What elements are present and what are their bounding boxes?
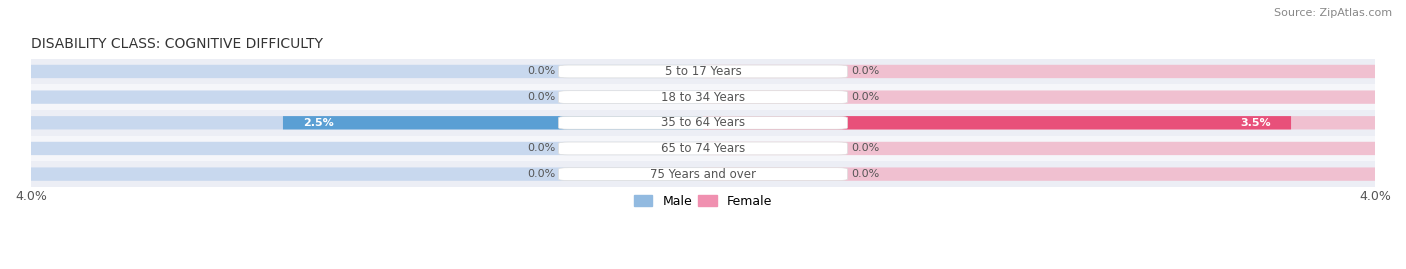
Text: 0.0%: 0.0% (851, 143, 879, 153)
Bar (31, 161, 1375, 187)
Text: 35 to 64 Years: 35 to 64 Years (661, 116, 745, 129)
FancyBboxPatch shape (31, 90, 703, 104)
FancyBboxPatch shape (558, 168, 848, 180)
Legend: Male, Female: Male, Female (628, 190, 778, 213)
Text: 3.5%: 3.5% (1240, 118, 1271, 128)
Text: 18 to 34 Years: 18 to 34 Years (661, 91, 745, 104)
FancyBboxPatch shape (283, 116, 703, 129)
Text: 0.0%: 0.0% (527, 169, 555, 179)
FancyBboxPatch shape (558, 91, 848, 104)
FancyBboxPatch shape (703, 142, 1375, 155)
FancyBboxPatch shape (558, 65, 848, 78)
Text: 0.0%: 0.0% (527, 92, 555, 102)
FancyBboxPatch shape (703, 116, 1291, 129)
Text: 2.5%: 2.5% (304, 118, 333, 128)
FancyBboxPatch shape (703, 167, 1375, 181)
Text: 0.0%: 0.0% (527, 66, 555, 76)
FancyBboxPatch shape (31, 167, 703, 181)
Text: 0.0%: 0.0% (851, 66, 879, 76)
Bar (31, 136, 1375, 161)
Text: 5 to 17 Years: 5 to 17 Years (665, 65, 741, 78)
Text: 0.0%: 0.0% (851, 169, 879, 179)
Text: 75 Years and over: 75 Years and over (650, 168, 756, 180)
Bar (31, 59, 1375, 84)
Text: 65 to 74 Years: 65 to 74 Years (661, 142, 745, 155)
FancyBboxPatch shape (558, 142, 848, 155)
Bar (31, 84, 1375, 110)
FancyBboxPatch shape (703, 65, 1375, 78)
Text: DISABILITY CLASS: COGNITIVE DIFFICULTY: DISABILITY CLASS: COGNITIVE DIFFICULTY (31, 37, 323, 51)
FancyBboxPatch shape (703, 116, 1375, 129)
Text: Source: ZipAtlas.com: Source: ZipAtlas.com (1274, 8, 1392, 18)
Text: 0.0%: 0.0% (851, 92, 879, 102)
Text: 0.0%: 0.0% (527, 143, 555, 153)
FancyBboxPatch shape (31, 65, 703, 78)
FancyBboxPatch shape (558, 116, 848, 129)
FancyBboxPatch shape (703, 90, 1375, 104)
Bar (31, 110, 1375, 136)
FancyBboxPatch shape (31, 116, 703, 129)
FancyBboxPatch shape (31, 142, 703, 155)
